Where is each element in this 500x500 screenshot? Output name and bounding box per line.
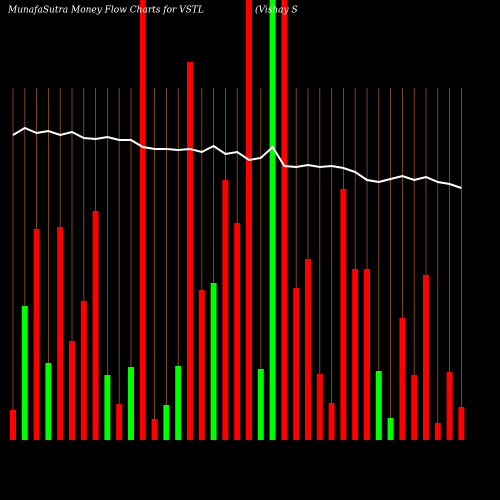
bar [423,275,429,440]
bar [222,180,229,440]
bar [281,0,288,440]
bar [69,341,75,440]
money-flow-line [12,126,462,189]
bar [387,418,394,440]
bar [411,375,418,440]
bar [293,288,300,440]
bar [139,0,146,440]
bar [116,404,123,440]
bar [10,410,16,440]
bar [80,301,87,440]
bar [364,269,370,440]
bar [57,227,64,440]
bar [175,366,182,440]
bar [45,363,52,440]
bar [257,369,264,440]
chart-subtitle: (Vishay S [255,5,298,16]
bar [446,372,453,440]
bar [352,269,359,440]
chart-title: MunafaSutra Money Flow Charts for VSTL [7,6,204,16]
bar [340,189,347,440]
bar [33,229,40,440]
bar [21,306,28,440]
bar [210,283,217,440]
bar [375,371,382,440]
bar [187,62,193,440]
bar [151,419,158,440]
bar [328,403,335,440]
bar [458,407,465,440]
bar [198,290,205,440]
bar [269,0,276,440]
bar [163,405,170,440]
bar [234,223,241,440]
bar [305,259,311,440]
plot [10,0,465,440]
bar [92,211,99,440]
bar [128,367,134,440]
bar [246,0,252,440]
bar [434,423,441,440]
bar [316,374,323,440]
bar [399,318,406,440]
bar [104,375,111,440]
